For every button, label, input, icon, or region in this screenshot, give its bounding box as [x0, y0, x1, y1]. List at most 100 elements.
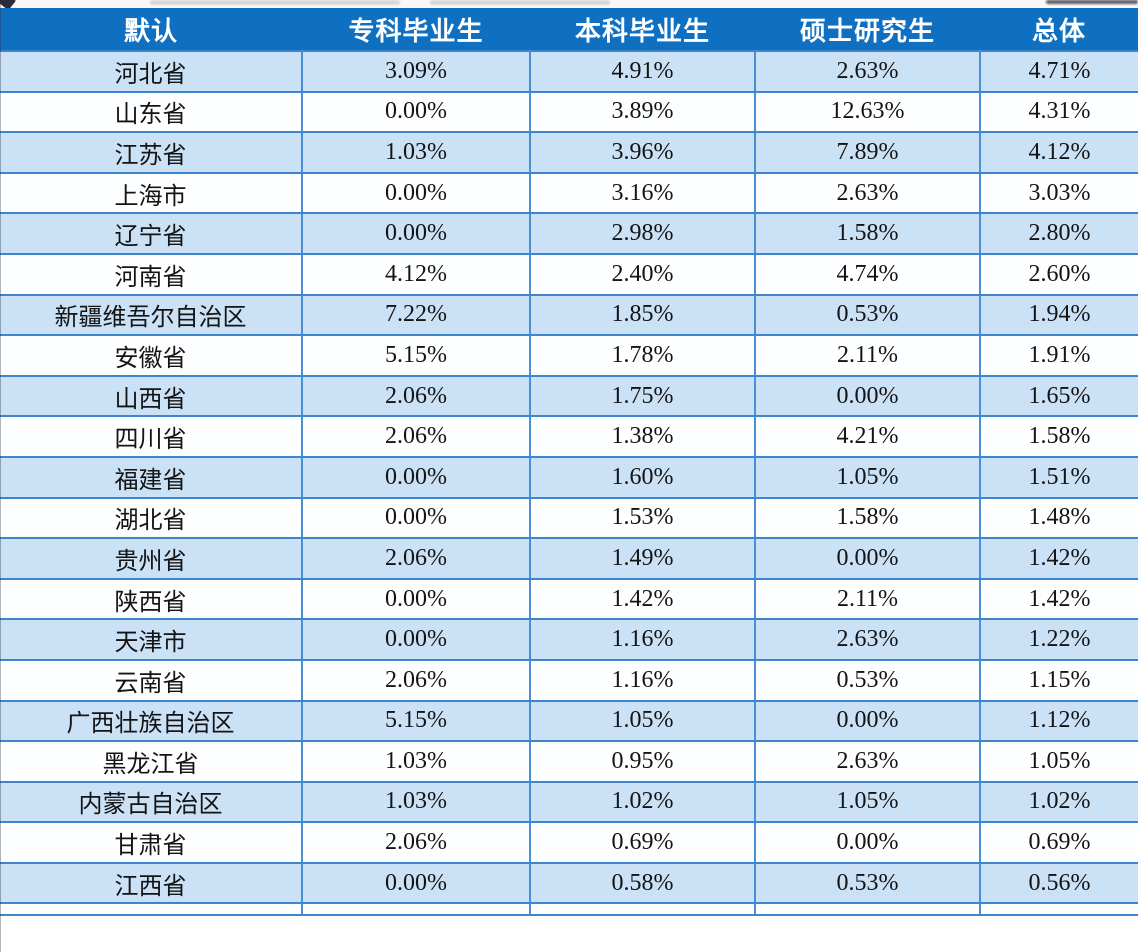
value-cell: 1.58%: [754, 496, 981, 540]
value-cell: 1.49%: [529, 537, 756, 580]
value-cell: 0.00%: [301, 861, 531, 905]
value-cell: [979, 902, 1138, 917]
value-cell: 0.00%: [301, 171, 531, 215]
value-cell: 1.15%: [979, 658, 1138, 702]
watermark-smudge: [150, 0, 400, 5]
province-cell: 陕西省: [0, 577, 303, 621]
value-cell: 2.60%: [979, 252, 1138, 296]
value-cell: 0.00%: [301, 212, 531, 255]
value-cell: 5.15%: [301, 334, 531, 377]
table-row: 江西省 0.00% 0.58% 0.53% 0.56%: [0, 861, 1138, 905]
province-cell: 黑龙江省: [0, 740, 303, 783]
value-cell: 0.00%: [301, 577, 531, 621]
value-cell: 2.40%: [529, 252, 756, 296]
value-cell: 2.11%: [754, 334, 981, 377]
value-cell: 3.16%: [529, 171, 756, 215]
province-cell: 四川省: [0, 415, 303, 458]
statistics-table: 默认 专科毕业生 本科毕业生 硕士研究生 总体 河北省 3.09% 4.91% 2.6…: [0, 8, 1138, 917]
province-cell: 辽宁省: [0, 212, 303, 255]
province-cell: 河北省: [0, 50, 303, 93]
value-cell: 0.00%: [754, 374, 981, 418]
province-cell: 河南省: [0, 252, 303, 296]
province-cell: 湖北省: [0, 496, 303, 540]
province-cell: 甘肃省: [0, 821, 303, 864]
table-row: 黑龙江省 1.03% 0.95% 2.63% 1.05%: [0, 740, 1138, 783]
value-cell: 1.42%: [979, 537, 1138, 580]
value-cell: 2.06%: [301, 537, 531, 580]
table-row: 甘肃省 2.06% 0.69% 0.00% 0.69%: [0, 821, 1138, 864]
table-row: 河南省 4.12% 2.40% 4.74% 2.60%: [0, 252, 1138, 296]
value-cell: 0.69%: [529, 821, 756, 864]
cropped-page-strip: [0, 0, 1138, 8]
province-cell: 天津市: [0, 618, 303, 661]
value-cell: 0.58%: [529, 861, 756, 905]
value-cell: 2.63%: [754, 740, 981, 783]
value-cell: 1.03%: [301, 740, 531, 783]
header-cell-shuoshi: 硕士研究生: [755, 8, 980, 51]
value-cell: 2.06%: [301, 415, 531, 458]
value-cell: 0.53%: [754, 861, 981, 905]
table-row: 四川省 2.06% 1.38% 4.21% 1.58%: [0, 415, 1138, 458]
province-cell: 福建省: [0, 455, 303, 499]
value-cell: 1.75%: [529, 374, 756, 418]
value-cell: 4.74%: [754, 252, 981, 296]
value-cell: 1.16%: [529, 618, 756, 661]
value-cell: 7.89%: [754, 131, 981, 174]
value-cell: [301, 902, 531, 917]
value-cell: 1.58%: [979, 415, 1138, 458]
value-cell: 0.95%: [529, 740, 756, 783]
value-cell: 1.03%: [301, 131, 531, 174]
value-cell: 0.00%: [301, 618, 531, 661]
value-cell: 2.80%: [979, 212, 1138, 255]
value-cell: 0.53%: [754, 658, 981, 702]
table-row: 天津市 0.00% 1.16% 2.63% 1.22%: [0, 618, 1138, 661]
watermark-smudge: [430, 0, 610, 5]
value-cell: 1.65%: [979, 374, 1138, 418]
table-row: 云南省 2.06% 1.16% 0.53% 1.15%: [0, 658, 1138, 702]
value-cell: 2.06%: [301, 658, 531, 702]
province-cell: 山西省: [0, 374, 303, 418]
value-cell: 2.06%: [301, 821, 531, 864]
table-body: 河北省 3.09% 4.91% 2.63% 4.71% 山东省 0.00% 3.89% 12.6…: [0, 50, 1138, 917]
value-cell: 4.71%: [979, 50, 1138, 93]
page-left-edge: [0, 0, 1, 952]
table-row: 江苏省 1.03% 3.96% 7.89% 4.12%: [0, 131, 1138, 174]
watermark-smudge: [1046, 0, 1138, 4]
value-cell: 2.11%: [754, 577, 981, 621]
value-cell: 12.63%: [754, 90, 981, 134]
province-cell: 安徽省: [0, 334, 303, 377]
value-cell: 0.00%: [754, 821, 981, 864]
table-row: 贵州省 2.06% 1.49% 0.00% 1.42%: [0, 537, 1138, 580]
value-cell: 1.03%: [301, 780, 531, 824]
value-cell: 3.89%: [529, 90, 756, 134]
table-row: 福建省 0.00% 1.60% 1.05% 1.51%: [0, 455, 1138, 499]
value-cell: 0.56%: [979, 861, 1138, 905]
province-cell: 广西壮族自治区: [0, 699, 303, 743]
table-row: 陕西省 0.00% 1.42% 2.11% 1.42%: [0, 577, 1138, 621]
value-cell: 2.98%: [529, 212, 756, 255]
value-cell: 4.91%: [529, 50, 756, 93]
corner-mark: [0, 0, 16, 8]
table-row: 湖北省 0.00% 1.53% 1.58% 1.48%: [0, 496, 1138, 540]
value-cell: 5.15%: [301, 699, 531, 743]
province-cell: 贵州省: [0, 537, 303, 580]
value-cell: 3.09%: [301, 50, 531, 93]
table-row: 内蒙古自治区 1.03% 1.02% 1.05% 1.02%: [0, 780, 1138, 824]
value-cell: 1.05%: [754, 455, 981, 499]
value-cell: 0.00%: [754, 699, 981, 743]
province-cell: 山东省: [0, 90, 303, 134]
value-cell: 4.21%: [754, 415, 981, 458]
value-cell: 1.05%: [979, 740, 1138, 783]
value-cell: 1.85%: [529, 293, 756, 337]
value-cell: 2.63%: [754, 171, 981, 215]
value-cell: 2.63%: [754, 50, 981, 93]
value-cell: 1.53%: [529, 496, 756, 540]
value-cell: 2.63%: [754, 618, 981, 661]
province-cell: 上海市: [0, 171, 303, 215]
value-cell: 1.22%: [979, 618, 1138, 661]
table-row: 广西壮族自治区 5.15% 1.05% 0.00% 1.12%: [0, 699, 1138, 743]
value-cell: 1.94%: [979, 293, 1138, 337]
table-row: 山东省 0.00% 3.89% 12.63% 4.31%: [0, 90, 1138, 134]
value-cell: 1.42%: [529, 577, 756, 621]
